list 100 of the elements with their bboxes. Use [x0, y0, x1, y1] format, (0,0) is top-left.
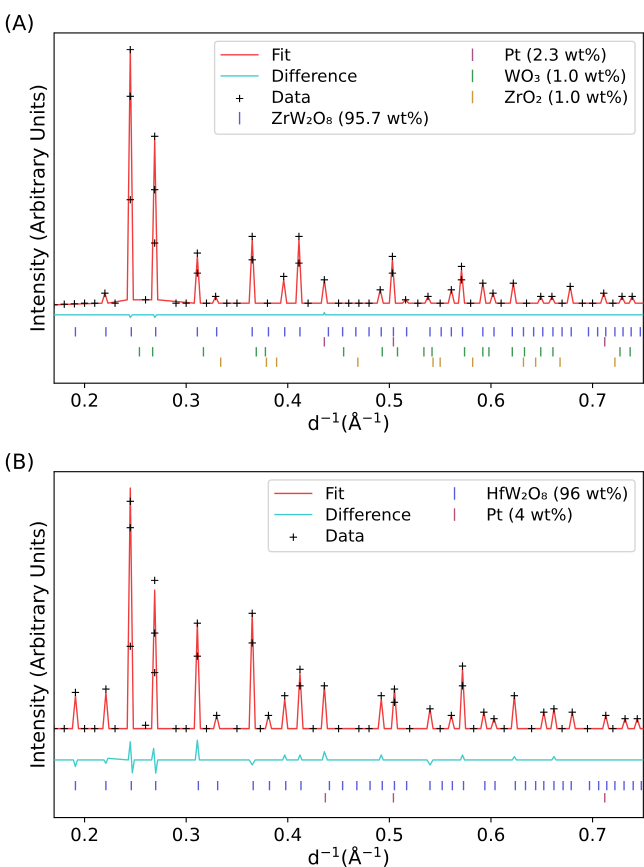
point — [527, 724, 536, 733]
point — [248, 232, 256, 241]
point — [80, 724, 89, 733]
x-tick-label: 0.4 — [274, 393, 302, 407]
point — [405, 724, 414, 733]
point — [401, 296, 410, 304]
point — [100, 288, 110, 298]
point — [141, 296, 150, 304]
point — [172, 298, 180, 308]
legend-label: Difference — [272, 69, 357, 82]
x-tick-label: 0.3 — [173, 393, 200, 407]
point — [294, 258, 304, 268]
point — [294, 232, 304, 241]
point — [150, 576, 159, 585]
chart-title: (A) — [6, 14, 33, 33]
legend-label: HfW₂O₈ (96 wt%) — [488, 486, 627, 502]
point — [390, 698, 399, 706]
point — [354, 724, 364, 733]
legend-label: Fit — [326, 486, 344, 500]
point — [248, 609, 256, 618]
point — [568, 708, 576, 716]
point — [364, 298, 374, 308]
point — [232, 298, 242, 308]
point — [90, 298, 99, 308]
point — [490, 714, 498, 723]
point — [126, 45, 135, 54]
point — [256, 724, 265, 733]
point — [457, 262, 466, 271]
y-axis-title: Intensity (Arbitrary Units) — [30, 86, 49, 330]
x-tick-label: 0.3 — [173, 828, 200, 842]
point — [296, 682, 304, 690]
point — [376, 286, 384, 294]
x-tick-label: 0.7 — [579, 393, 606, 407]
point — [377, 691, 386, 700]
point — [150, 186, 159, 194]
point — [102, 684, 110, 694]
point — [80, 298, 89, 308]
x-tick-label: 0.4 — [274, 828, 302, 842]
point — [193, 652, 202, 660]
point — [509, 278, 518, 288]
point — [500, 724, 508, 733]
point — [388, 252, 397, 261]
legend-label: Difference — [326, 508, 410, 521]
point — [344, 298, 353, 308]
point — [354, 298, 364, 308]
point — [447, 286, 456, 294]
legend-label: Fit — [272, 48, 290, 61]
point — [578, 298, 587, 308]
point — [150, 628, 159, 638]
point — [334, 298, 343, 308]
point — [608, 724, 618, 733]
point — [172, 724, 180, 733]
point — [211, 292, 220, 301]
point — [390, 684, 399, 694]
point — [457, 276, 466, 284]
point — [447, 711, 456, 720]
point — [193, 618, 202, 628]
point — [264, 711, 273, 720]
point — [150, 132, 159, 141]
legend-label: ZrO₂ (1.0 wt%) — [504, 90, 627, 106]
point — [304, 298, 312, 308]
point — [110, 298, 120, 308]
x-tick-label: 0.7 — [579, 828, 606, 842]
point — [182, 724, 190, 733]
point — [126, 642, 135, 650]
point — [540, 708, 548, 716]
legend-label: Pt (2.3 wt%) — [506, 48, 606, 63]
point — [480, 708, 488, 716]
point — [558, 298, 566, 308]
point — [126, 92, 135, 101]
x-tick-label: 0.2 — [71, 828, 98, 842]
point — [620, 714, 630, 723]
legend-label: Pt (4 wt%) — [488, 508, 572, 523]
point — [424, 292, 432, 301]
y-axis-title: Intensity (Arbitrary Units) — [30, 522, 49, 767]
legend-label: Data — [326, 529, 364, 542]
point — [248, 256, 256, 264]
point — [126, 523, 135, 532]
point — [279, 272, 288, 281]
point — [193, 268, 202, 278]
point — [466, 298, 475, 308]
point — [618, 292, 626, 301]
point — [522, 298, 531, 308]
point — [182, 298, 190, 308]
point — [263, 298, 272, 308]
point — [478, 278, 488, 288]
legend-label: Data — [272, 90, 310, 104]
point — [583, 724, 592, 733]
point — [60, 724, 68, 733]
point — [469, 724, 478, 733]
point — [388, 268, 397, 278]
point — [126, 497, 135, 506]
point — [588, 298, 597, 308]
point — [232, 724, 242, 733]
point — [548, 292, 556, 301]
x-tick-label: 0.2 — [71, 393, 98, 407]
point — [566, 282, 574, 291]
point — [320, 682, 329, 690]
point — [496, 298, 506, 308]
x-tick-label: 0.5 — [376, 393, 402, 407]
